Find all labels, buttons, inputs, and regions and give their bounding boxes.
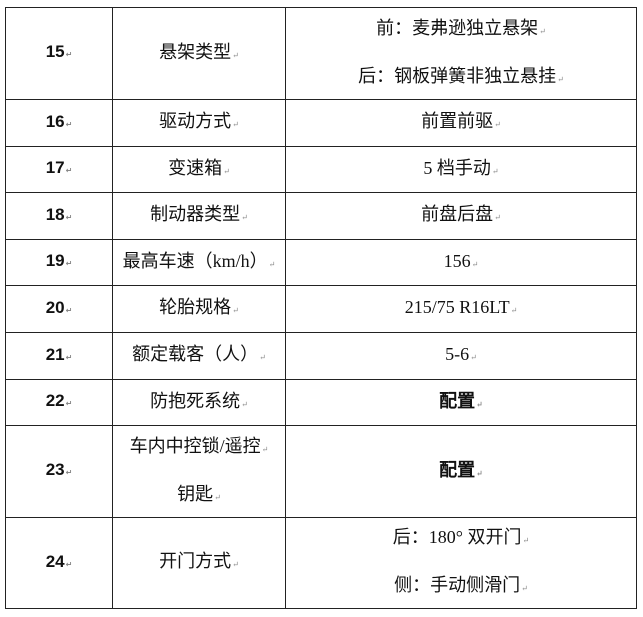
item-name-text: 变速箱 [113,157,285,183]
item-value: 前：麦弗逊独立悬架后：钢板弹簧非独立悬挂 [285,7,637,100]
item-name: 最高车速（km/h） [112,239,286,286]
item-value-text: 侧：手动侧滑门 [286,574,636,600]
table-row: 18 制动器类型前盘后盘 [5,192,637,240]
row-number-text: 17 [46,158,73,177]
item-value-text: 5-6 [286,343,636,369]
row-number-text: 22 [46,391,73,410]
item-name: 防抱死系统 [112,379,286,426]
row-number: 23 [5,425,113,518]
row-number: 18 [5,192,113,240]
item-name-text: 驱动方式 [113,110,285,136]
row-number-text: 24 [46,552,73,571]
item-value-text: 5 档手动 [286,157,636,183]
table-row: 22 防抱死系统配置 [5,379,637,426]
table-row: 20 轮胎规格215/75 R16LT [5,285,637,333]
item-value: 5-6 [285,332,637,380]
item-value: 配置 [285,379,637,426]
table-row: 17 变速箱5 档手动 [5,146,637,193]
item-name-text: 轮胎规格 [113,296,285,322]
item-name-text: 悬架类型 [113,41,285,67]
row-number-text: 23 [46,460,73,479]
item-value: 215/75 R16LT [285,285,637,333]
spec-table: 15 悬架类型前：麦弗逊独立悬架后：钢板弹簧非独立悬挂 16 驱动方式前置前驱 17 变速… [5,7,637,609]
item-value-text: 后：钢板弹簧非独立悬挂 [286,65,636,91]
table-row: 23 车内中控锁/遥控钥匙配置 [5,425,637,518]
item-name-text: 制动器类型 [113,203,285,229]
item-value: 后：180° 双开门侧：手动侧滑门 [285,517,637,609]
item-name: 开门方式 [112,517,286,609]
row-number-text: 20 [46,298,73,317]
row-number: 20 [5,285,113,333]
row-number: 19 [5,239,113,286]
item-value-text: 前：麦弗逊独立悬架 [286,17,636,43]
row-number: 24 [5,517,113,609]
item-name-text: 防抱死系统 [113,390,285,416]
row-number: 22 [5,379,113,426]
item-value: 5 档手动 [285,146,637,193]
item-value-text: 配置 [286,459,636,485]
item-value: 配置 [285,425,637,518]
row-number: 21 [5,332,113,380]
item-name: 制动器类型 [112,192,286,240]
item-name-text: 额定载客（人） [113,343,285,369]
item-value: 前置前驱 [285,99,637,147]
table-row: 19 最高车速（km/h）156 [5,239,637,286]
row-number-text: 18 [46,205,73,224]
row-number: 17 [5,146,113,193]
table-row: 15 悬架类型前：麦弗逊独立悬架后：钢板弹簧非独立悬挂 [5,7,637,100]
row-number-text: 16 [46,112,73,131]
item-name: 变速箱 [112,146,286,193]
item-name: 轮胎规格 [112,285,286,333]
row-number-text: 15 [46,42,73,61]
row-number: 15 [5,7,113,100]
item-value: 156 [285,239,637,286]
item-name: 额定载客（人） [112,332,286,380]
table-row: 16 驱动方式前置前驱 [5,99,637,147]
item-value-text: 前盘后盘 [286,203,636,229]
item-value: 前盘后盘 [285,192,637,240]
item-name-text: 钥匙 [113,483,285,509]
item-name: 驱动方式 [112,99,286,147]
item-value-text: 配置 [286,390,636,416]
item-value-text: 156 [286,250,636,276]
item-name: 悬架类型 [112,7,286,100]
item-value-text: 前置前驱 [286,110,636,136]
row-number: 16 [5,99,113,147]
table-row: 24 开门方式后：180° 双开门侧：手动侧滑门 [5,517,637,609]
item-name: 车内中控锁/遥控钥匙 [112,425,286,518]
table-row: 21 额定载客（人）5-6 [5,332,637,380]
item-name-text: 最高车速（km/h） [113,250,285,276]
item-value-text: 后：180° 双开门 [286,526,636,552]
item-name-text: 开门方式 [113,550,285,576]
item-value-text: 215/75 R16LT [286,296,636,322]
row-number-text: 19 [46,251,73,270]
row-number-text: 21 [46,345,73,364]
item-name-text: 车内中控锁/遥控 [113,435,285,461]
